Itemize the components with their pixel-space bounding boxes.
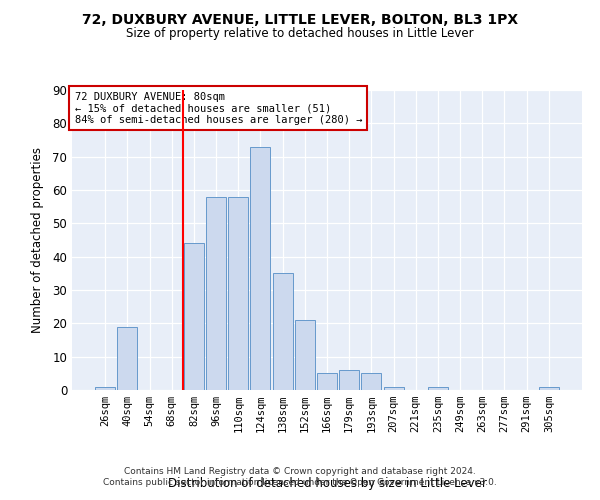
Bar: [250, 146, 271, 390]
Text: Size of property relative to detached houses in Little Lever: Size of property relative to detached ho…: [126, 28, 474, 40]
Bar: [228, 196, 248, 390]
Bar: [317, 374, 337, 390]
Bar: [272, 274, 293, 390]
Text: 72 DUXBURY AVENUE: 80sqm
← 15% of detached houses are smaller (51)
84% of semi-d: 72 DUXBURY AVENUE: 80sqm ← 15% of detach…: [74, 92, 362, 124]
Bar: [539, 386, 559, 390]
Bar: [295, 320, 315, 390]
Text: Contains HM Land Registry data © Crown copyright and database right 2024.
Contai: Contains HM Land Registry data © Crown c…: [103, 468, 497, 487]
Text: Distribution of detached houses by size in Little Lever: Distribution of detached houses by size …: [167, 477, 487, 490]
Bar: [428, 386, 448, 390]
Bar: [339, 370, 359, 390]
Bar: [118, 326, 137, 390]
Y-axis label: Number of detached properties: Number of detached properties: [31, 147, 44, 333]
Bar: [206, 196, 226, 390]
Bar: [95, 386, 115, 390]
Text: 72, DUXBURY AVENUE, LITTLE LEVER, BOLTON, BL3 1PX: 72, DUXBURY AVENUE, LITTLE LEVER, BOLTON…: [82, 12, 518, 26]
Bar: [361, 374, 382, 390]
Bar: [184, 244, 204, 390]
Bar: [383, 386, 404, 390]
